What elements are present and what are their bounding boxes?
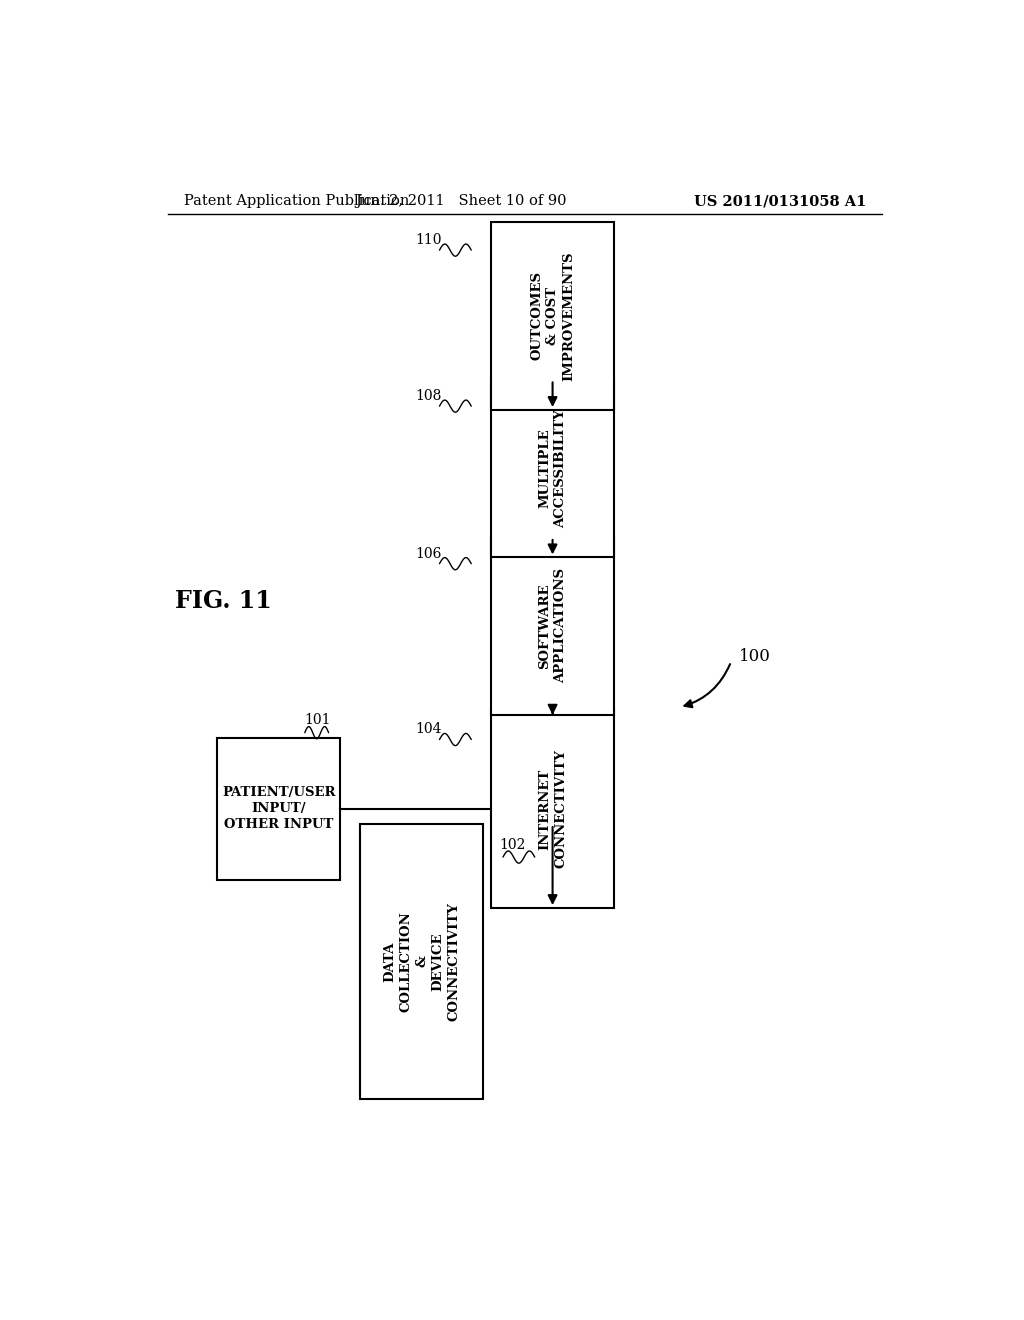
- Text: PATIENT/USER
INPUT/
OTHER INPUT: PATIENT/USER INPUT/ OTHER INPUT: [222, 787, 336, 832]
- Text: OUTCOMES
& COST
IMPROVEMENTS: OUTCOMES & COST IMPROVEMENTS: [530, 251, 575, 380]
- Text: FIG. 11: FIG. 11: [175, 589, 271, 612]
- Text: 101: 101: [305, 714, 332, 727]
- Text: 102: 102: [499, 838, 525, 851]
- Text: DATA
COLLECTION
&
DEVICE
CONNECTIVITY: DATA COLLECTION & DEVICE CONNECTIVITY: [383, 902, 460, 1020]
- Text: US 2011/0131058 A1: US 2011/0131058 A1: [693, 194, 866, 209]
- Bar: [360, 824, 483, 1098]
- Text: INTERNET
CONNECTIVITY: INTERNET CONNECTIVITY: [538, 750, 567, 869]
- Text: 110: 110: [416, 232, 442, 247]
- Text: 100: 100: [739, 648, 771, 665]
- Bar: [217, 738, 340, 880]
- Text: 108: 108: [416, 389, 442, 403]
- Text: SOFTWARE
APPLICATIONS: SOFTWARE APPLICATIONS: [538, 569, 567, 684]
- Text: 106: 106: [416, 546, 442, 561]
- Text: Patent Application Publication: Patent Application Publication: [183, 194, 409, 209]
- Bar: [492, 537, 614, 715]
- Bar: [492, 710, 614, 908]
- Text: 104: 104: [416, 722, 442, 737]
- Text: Jun. 2, 2011   Sheet 10 of 90: Jun. 2, 2011 Sheet 10 of 90: [355, 194, 567, 209]
- Text: MULTIPLE
ACCESSIBILITY: MULTIPLE ACCESSIBILITY: [538, 409, 567, 528]
- Bar: [492, 379, 614, 557]
- FancyArrowPatch shape: [684, 664, 730, 708]
- Bar: [492, 222, 614, 411]
